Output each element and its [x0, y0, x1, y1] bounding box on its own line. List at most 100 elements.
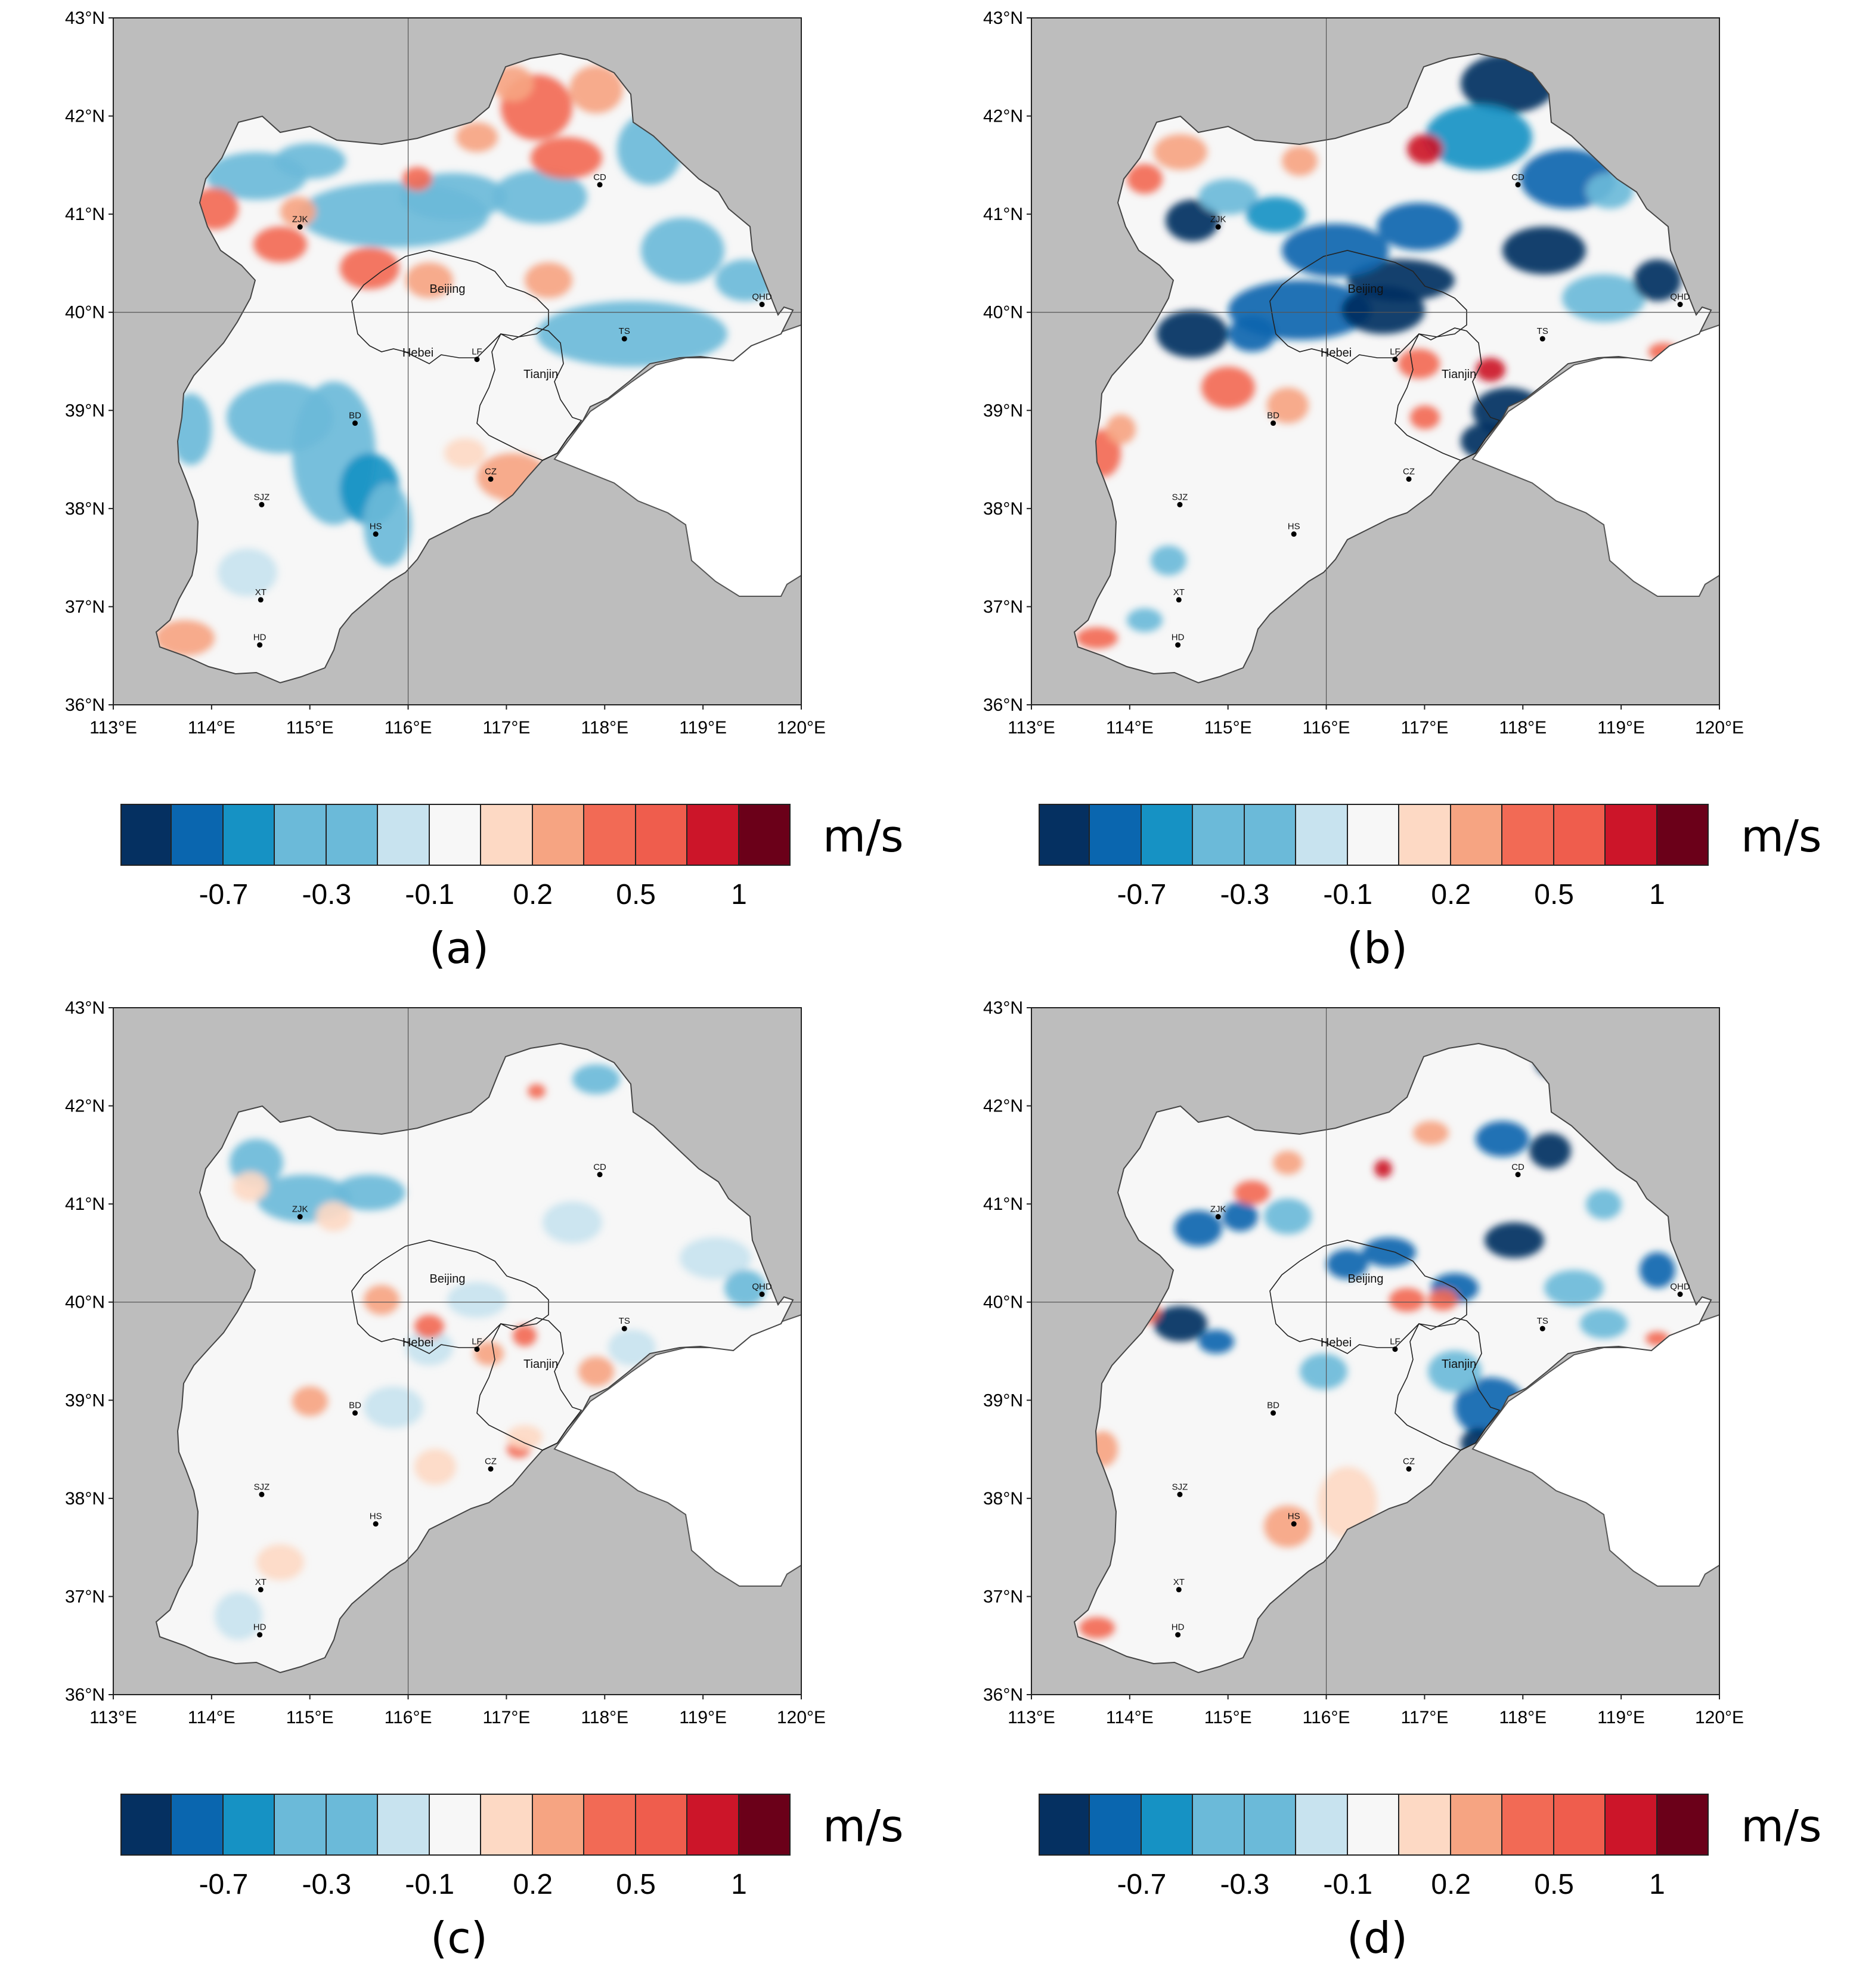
anomaly-patch: [414, 1449, 456, 1485]
colorbar-swatch: [326, 804, 379, 866]
anomaly-patch: [1389, 1288, 1425, 1312]
colorbar-tick-label: -0.7: [1117, 1869, 1167, 1900]
lat-tick-label: 42°N: [65, 1097, 105, 1116]
anomaly-patch: [233, 1172, 268, 1202]
region-label: Beijing: [429, 283, 465, 296]
colorbar-tick-label: -0.3: [1220, 879, 1270, 911]
city-marker: [373, 531, 379, 537]
colorbar-tick-label: -0.3: [1220, 1869, 1270, 1900]
anomaly-patch: [1106, 414, 1136, 444]
lon-tick-label: 115°E: [286, 718, 334, 738]
city-marker: [1177, 1491, 1183, 1497]
colorbar-unit-c: m/s: [823, 1801, 904, 1852]
city-marker: [257, 642, 263, 648]
lon-tick-label: 117°E: [483, 1708, 531, 1727]
city-marker: [352, 1410, 358, 1416]
lon-tick-label: 119°E: [1597, 1708, 1645, 1727]
lat-tick-label: 41°N: [983, 1194, 1023, 1214]
colorbar-swatch: [378, 804, 430, 866]
city-label: XT: [1173, 587, 1185, 597]
city-label: TS: [619, 1316, 630, 1326]
city-marker: [352, 420, 358, 426]
colorbar-swatch: [584, 1794, 636, 1856]
city-label: CZ: [485, 466, 497, 476]
panel-d: 43°N 42°N 41°N 40°N 39°N 38°N 37°N 36°N 113°E 114…: [918, 990, 1836, 1980]
map-a: 43°N 42°N 41°N 40°N 39°N 38°N 37°N 36°N 113°E 114…: [65, 8, 826, 738]
tianjin-boundary: [476, 327, 582, 461]
city-label: QHD: [1670, 1282, 1690, 1292]
anomaly-patch: [1157, 310, 1228, 358]
panel-label-d: (d): [1347, 1913, 1408, 1963]
city-marker: [373, 1521, 379, 1527]
city-label: XT: [255, 1577, 267, 1587]
anomaly-patch: [253, 227, 307, 262]
tianjin-boundary: [1395, 327, 1501, 461]
city-marker: [621, 336, 627, 342]
colorbar-swatch: [275, 804, 327, 866]
city-marker: [1177, 501, 1183, 507]
lon-tick-label: 117°E: [1401, 1708, 1449, 1727]
lon-tick-label: 119°E: [679, 718, 727, 738]
anomaly-patch: [364, 483, 411, 566]
lat-tick-label: 43°N: [65, 8, 105, 28]
city-label: SJZ: [1172, 492, 1188, 502]
anomaly-patch: [1413, 1121, 1449, 1145]
anomaly-patch: [414, 1315, 444, 1339]
anomaly-patch: [1127, 608, 1163, 632]
anomaly-patch: [1634, 259, 1681, 301]
city-marker: [1392, 1346, 1398, 1352]
city-label: BD: [349, 1401, 361, 1411]
colorbar-swatch: [1554, 804, 1606, 866]
anomaly-patch: [340, 247, 399, 289]
colorbar-frame: [1039, 804, 1709, 866]
city-marker: [1176, 1587, 1182, 1593]
lat-tick-label: 41°N: [65, 205, 105, 224]
region-label: Tianjin: [523, 368, 558, 381]
lon-tick-label: 113°E: [1008, 718, 1055, 738]
anomaly-patch: [364, 1285, 399, 1315]
lat-tick-label: 40°N: [65, 1293, 105, 1312]
lat-tick-label: 36°N: [65, 1685, 105, 1705]
anomaly-patch: [1151, 546, 1186, 575]
colorbar-tick-label: 0.2: [513, 1869, 553, 1900]
city-label: SJZ: [254, 1482, 270, 1492]
colorbar-tick-label: 1: [1649, 879, 1665, 911]
city-label: CD: [1511, 1162, 1524, 1172]
anomaly-patch: [1267, 388, 1309, 423]
city-label: LF: [1390, 1337, 1400, 1347]
colorbar-swatch: [687, 1794, 739, 1856]
anomaly-patch: [1166, 200, 1219, 241]
city-label: TS: [619, 326, 630, 336]
lat-tick-label: 40°N: [65, 303, 105, 323]
anomaly-patch: [292, 1386, 328, 1416]
colorbar-tick-label: 1: [731, 879, 747, 911]
lat-tick-label: 39°N: [983, 401, 1023, 420]
lat-tick-label: 36°N: [983, 695, 1023, 715]
colorbar-swatch: [1606, 1794, 1657, 1856]
colorbar-tick-label: 0.5: [1534, 1869, 1574, 1900]
colorbar-tick-label: -0.1: [1323, 1869, 1373, 1900]
city-marker: [1291, 531, 1297, 537]
lat-tick-label: 37°N: [983, 597, 1023, 617]
anomaly-patch: [1485, 1222, 1544, 1258]
city-marker: [1539, 336, 1545, 342]
anomaly-patch: [1327, 1249, 1368, 1279]
colorbar-swatch: [532, 804, 585, 866]
lon-tick-label: 120°E: [777, 1708, 826, 1727]
province-boundary: [155, 52, 794, 684]
anomaly-field: [156, 66, 775, 656]
anomaly-patch: [1127, 164, 1163, 194]
city-label: SJZ: [254, 492, 270, 502]
lon-tick-label: 113°E: [89, 718, 137, 738]
lon-tick-label: 120°E: [777, 718, 826, 738]
colorbar-swatch: [1347, 1794, 1400, 1856]
city-marker: [759, 1292, 765, 1298]
anomaly-patch: [364, 1386, 423, 1428]
anomaly-patch: [1300, 1354, 1347, 1389]
anomaly-patch: [608, 1330, 656, 1365]
colorbar-unit-a: m/s: [823, 811, 904, 862]
lat-tick-label: 38°N: [65, 1489, 105, 1509]
colorbar-swatch: [1244, 804, 1297, 866]
anomaly-patch: [1529, 1133, 1571, 1169]
anomaly-patch: [405, 262, 453, 298]
